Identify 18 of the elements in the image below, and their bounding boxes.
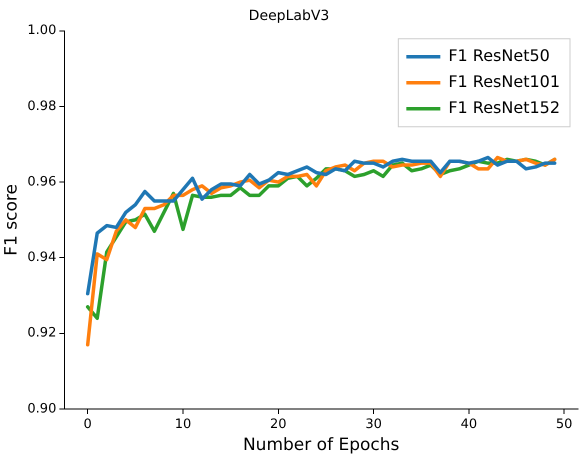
x-tick-label: 0 [84,417,92,432]
y-tick-label: 0.98 [27,98,56,114]
x-tick-label: 30 [365,417,382,432]
x-tick-label: 10 [174,417,192,432]
y-tick-label: 0.90 [27,401,56,416]
y-tick-label: 1.00 [27,23,56,38]
y-axis-title: F1 score [2,184,22,256]
legend-label: F1 ResNet101 [448,72,560,91]
x-axis-title: Number of Epochs [242,435,400,456]
legend-label: F1 ResNet152 [448,98,560,117]
chart-title: DeepLabV3 [248,8,330,24]
x-tick-label: 50 [556,417,572,432]
y-tick-label: 0.96 [27,174,56,190]
y-tick-label: 0.92 [27,326,56,341]
x-tick-label: 20 [270,417,287,432]
y-tick-label: 0.94 [27,250,56,266]
legend-label: F1 ResNet50 [448,46,550,65]
x-tick-label: 40 [460,417,478,432]
